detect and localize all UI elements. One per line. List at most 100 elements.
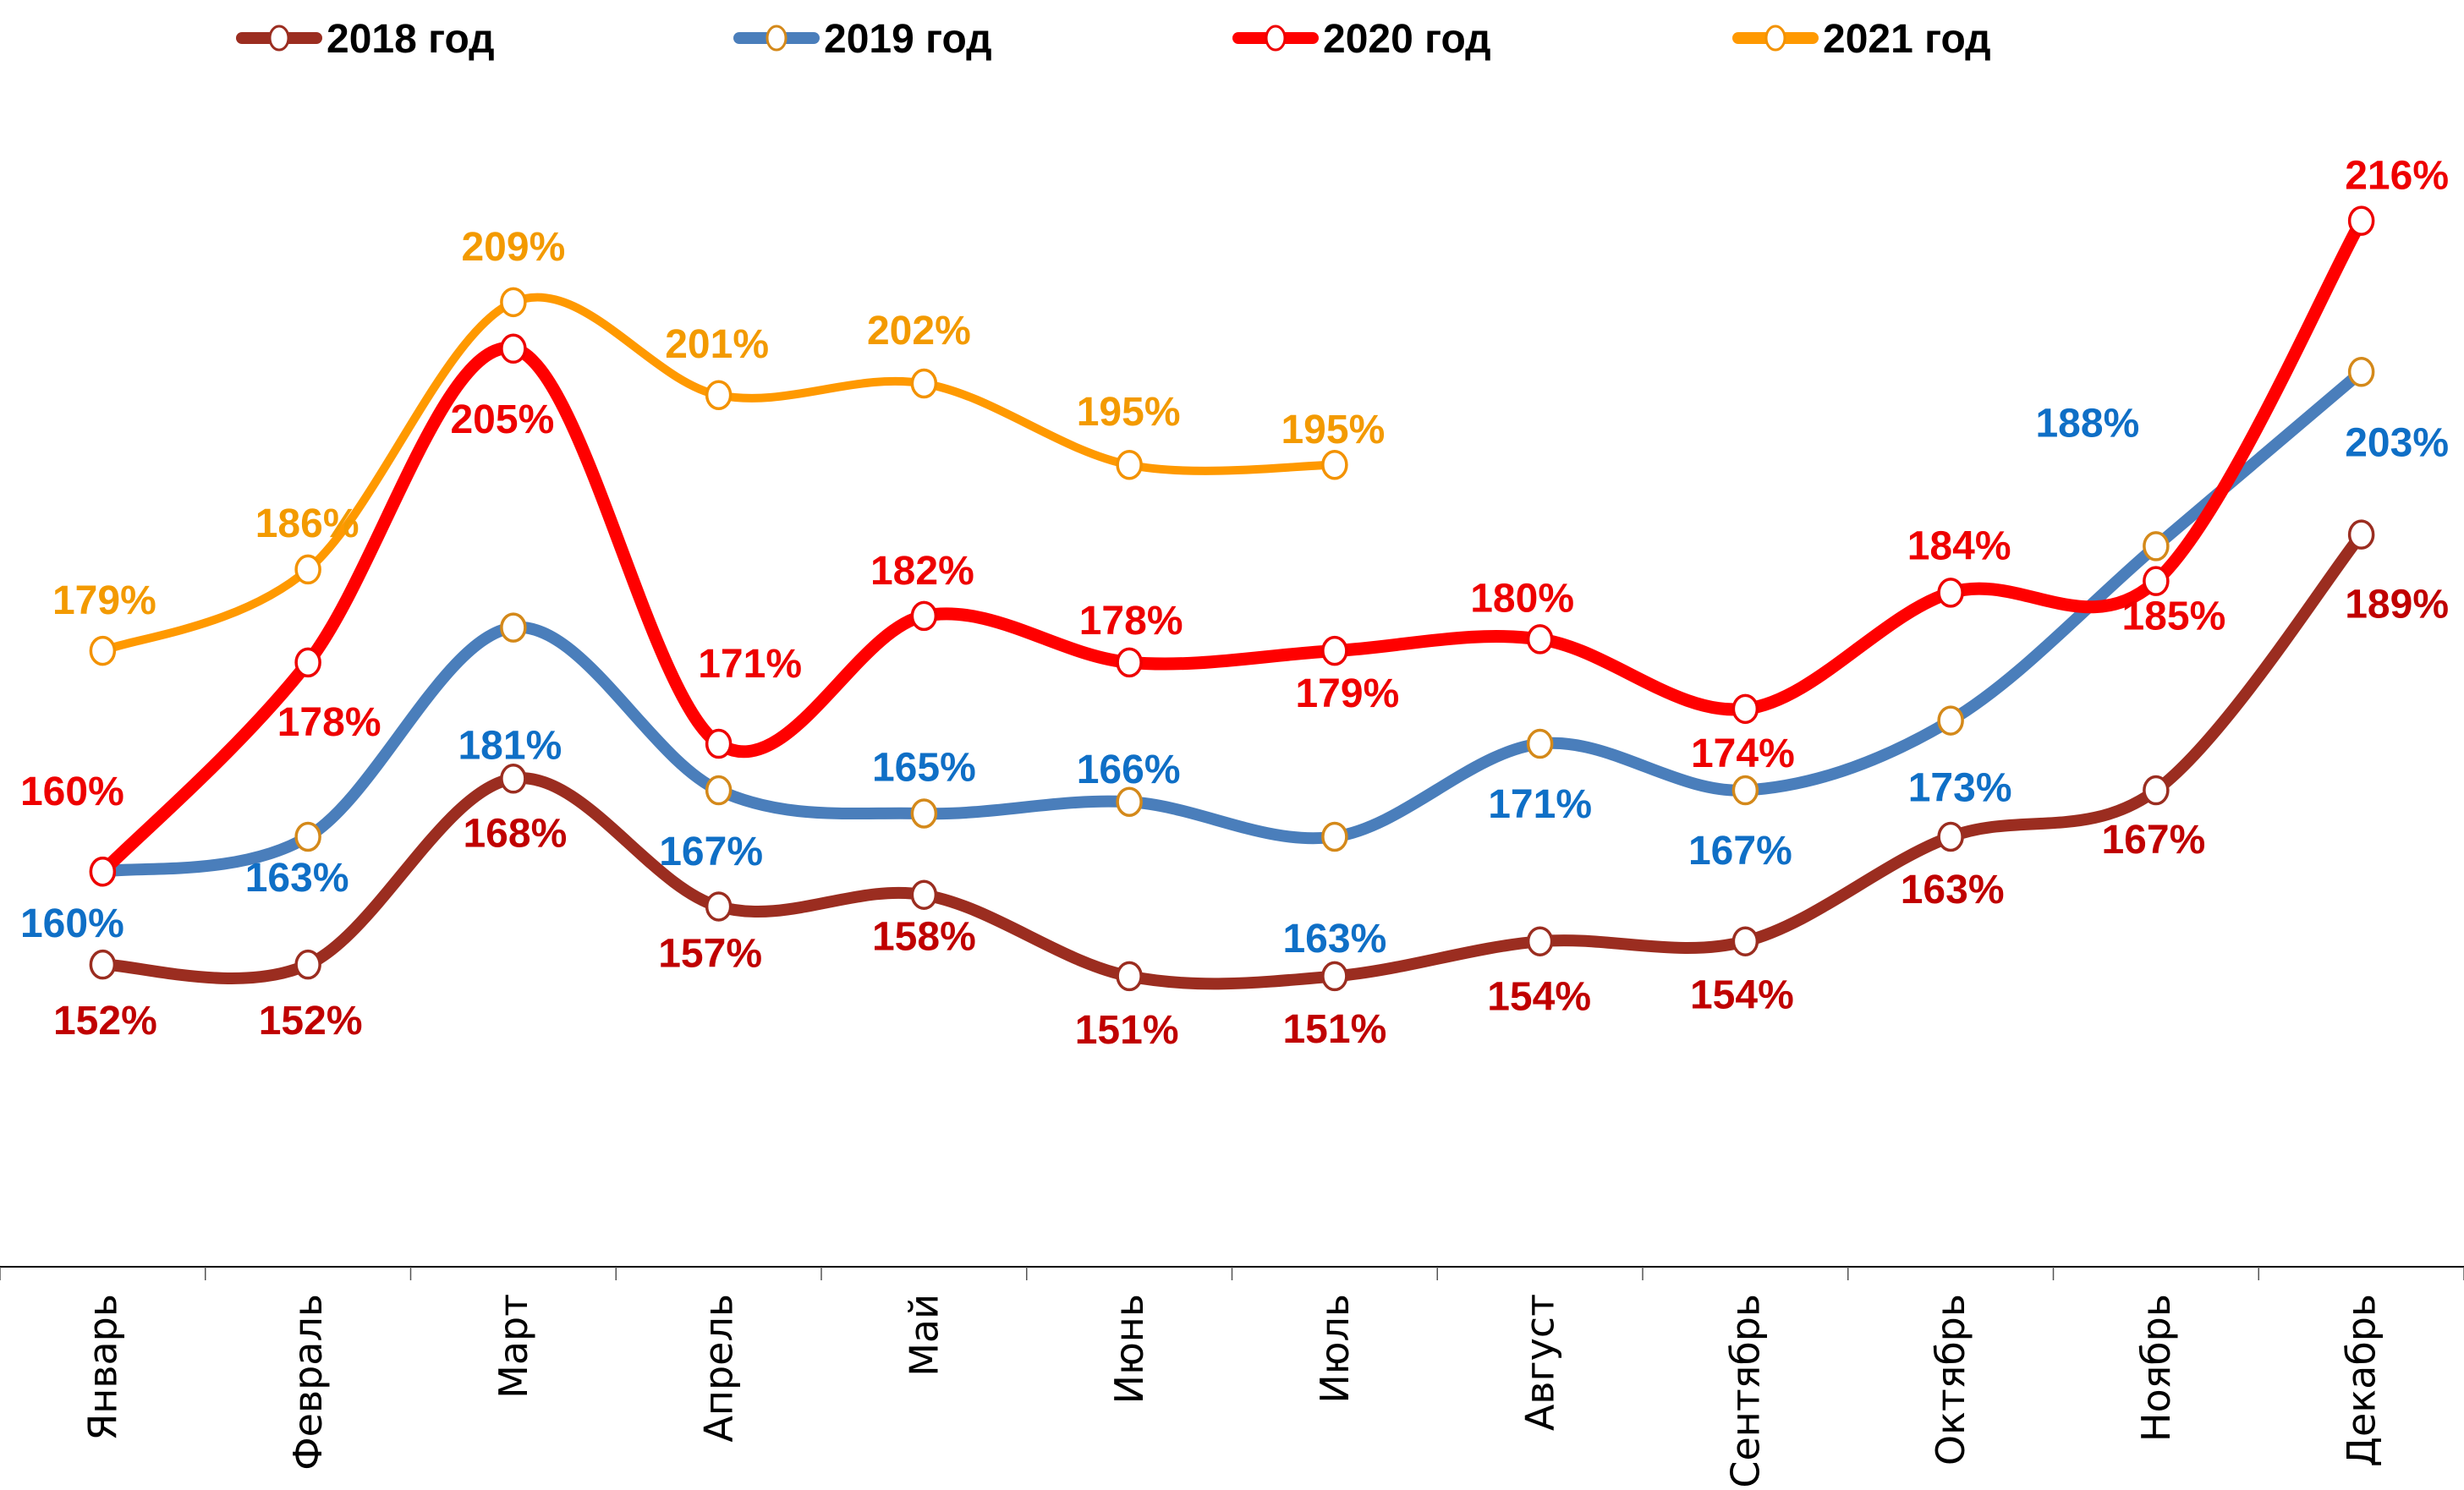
data-label-2019: 167% bbox=[1688, 829, 1792, 874]
legend-item-2019: 2019 год bbox=[733, 17, 992, 62]
data-label-2020: 216% bbox=[2345, 154, 2449, 199]
x-tick-label: Март bbox=[491, 1294, 536, 1399]
data-point-2019 bbox=[910, 798, 938, 829]
data-point-2020 bbox=[89, 856, 117, 887]
data-label-2019: 181% bbox=[458, 724, 562, 769]
legend-label-2018: 2018 год bbox=[327, 17, 495, 62]
data-point-2019 bbox=[1116, 786, 1143, 818]
data-label-2018: 152% bbox=[53, 999, 157, 1044]
data-point-2019 bbox=[1526, 728, 1554, 759]
x-axis: Январь Февраль Март Апрель Май Июнь Июль Август… bbox=[0, 1266, 2464, 1488]
data-label-2020: 182% bbox=[870, 549, 974, 594]
data-point-2020 bbox=[1937, 578, 1964, 608]
data-label-2021: 195% bbox=[1281, 408, 1385, 452]
data-label-2020: 178% bbox=[277, 700, 381, 745]
legend-item-2018: 2018 год bbox=[236, 17, 495, 62]
data-point-2020 bbox=[1731, 693, 1759, 725]
data-label-2021: 179% bbox=[52, 578, 156, 623]
data-point-2020 bbox=[500, 333, 527, 364]
legend-item-2020: 2020 год bbox=[1232, 17, 1491, 62]
data-point-2019 bbox=[2143, 531, 2170, 561]
data-point-2019 bbox=[294, 821, 321, 852]
data-point-2018 bbox=[1731, 926, 1759, 956]
data-label-2018: 151% bbox=[1075, 1008, 1179, 1053]
legend: 2018 год 2019 год 2020 год 2021 год bbox=[236, 17, 1991, 62]
data-label-2020: 179% bbox=[1295, 671, 1399, 716]
data-label-2018: 168% bbox=[463, 811, 567, 856]
series-markers bbox=[89, 205, 2375, 992]
data-point-2018 bbox=[1116, 961, 1143, 992]
data-point-2019 bbox=[705, 775, 733, 806]
data-label-2018: 158% bbox=[872, 915, 976, 960]
x-tick-label: Июнь bbox=[1106, 1294, 1152, 1404]
legend-marker-2018 bbox=[268, 25, 290, 52]
data-label-2018: 163% bbox=[1901, 868, 2005, 912]
data-labels: 152% 152% 168% 157% 158% 151% 151% 154% 154% 163%… bbox=[20, 154, 2449, 1053]
data-point-2021 bbox=[294, 554, 321, 585]
data-label-2021: 195% bbox=[1077, 390, 1181, 435]
data-label-2019: 163% bbox=[245, 856, 349, 901]
data-label-2021: 201% bbox=[665, 322, 769, 367]
data-label-2020: 160% bbox=[20, 770, 124, 814]
x-tick-label: Апрель bbox=[696, 1294, 742, 1443]
legend-marker-2020 bbox=[1265, 25, 1287, 52]
data-point-2018 bbox=[910, 879, 938, 910]
data-label-2020: 174% bbox=[1691, 731, 1795, 776]
data-point-2018 bbox=[1321, 961, 1348, 992]
x-tick-label: Октябрь bbox=[1928, 1294, 1973, 1465]
data-label-2018: 152% bbox=[259, 999, 363, 1044]
legend-label-2019: 2019 год bbox=[824, 17, 992, 62]
data-point-2020 bbox=[910, 600, 938, 632]
data-point-2018 bbox=[705, 891, 733, 922]
legend-label-2021: 2021 год bbox=[1823, 17, 1991, 62]
data-label-2018: 154% bbox=[1690, 973, 1794, 1018]
x-tick-label: Август bbox=[1517, 1294, 1563, 1431]
data-label-2018: 157% bbox=[658, 931, 762, 976]
data-label-2019: 171% bbox=[1488, 782, 1592, 827]
data-point-2019 bbox=[500, 612, 527, 643]
data-label-2021: 202% bbox=[867, 309, 971, 353]
data-point-2020 bbox=[294, 647, 321, 678]
data-point-2020 bbox=[2347, 205, 2375, 236]
data-label-2019: 167% bbox=[659, 830, 763, 874]
x-tick-label: Июль bbox=[1312, 1294, 1358, 1404]
series-line-2018 bbox=[96, 529, 2368, 990]
x-tick-label: Сентябрь bbox=[1722, 1294, 1768, 1488]
x-tick-label: Январь bbox=[80, 1294, 125, 1441]
data-point-2019 bbox=[1321, 821, 1348, 852]
legend-label-2020: 2020 год bbox=[1323, 17, 1491, 62]
series-lines bbox=[96, 214, 2368, 990]
data-label-2019: 203% bbox=[2345, 420, 2449, 465]
data-point-2018 bbox=[2143, 775, 2170, 806]
data-point-2020 bbox=[1321, 635, 1348, 666]
legend-marker-2021 bbox=[1764, 25, 1786, 52]
x-tick-label: Май bbox=[901, 1294, 947, 1377]
data-point-2020 bbox=[1116, 647, 1143, 678]
legend-marker-2019 bbox=[766, 25, 787, 52]
data-label-2019: 163% bbox=[1282, 917, 1386, 961]
data-point-2021 bbox=[910, 368, 938, 399]
data-label-2020: 180% bbox=[1470, 576, 1574, 621]
data-point-2020 bbox=[1526, 624, 1554, 655]
data-point-2021 bbox=[1321, 449, 1348, 480]
data-point-2018 bbox=[500, 764, 527, 794]
data-label-2019: 188% bbox=[2035, 401, 2139, 446]
data-point-2018 bbox=[2347, 519, 2375, 550]
data-point-2019 bbox=[1731, 775, 1759, 806]
legend-item-2021: 2021 год bbox=[1732, 17, 1991, 62]
x-tick-label: Декабрь bbox=[2339, 1294, 2384, 1467]
data-point-2021 bbox=[705, 380, 733, 411]
data-label-2020: 205% bbox=[450, 397, 554, 442]
data-point-2018 bbox=[1526, 926, 1554, 956]
data-label-2021: 209% bbox=[461, 225, 565, 270]
data-point-2018 bbox=[294, 949, 321, 980]
data-point-2020 bbox=[705, 728, 733, 759]
data-point-2018 bbox=[1937, 821, 1964, 852]
data-point-2020 bbox=[2143, 566, 2170, 596]
data-label-2019: 165% bbox=[872, 746, 976, 791]
data-label-2019: 166% bbox=[1077, 748, 1181, 792]
data-point-2021 bbox=[1116, 449, 1143, 480]
data-label-2018: 154% bbox=[1487, 975, 1591, 1020]
series-line-2019 bbox=[96, 365, 2368, 878]
